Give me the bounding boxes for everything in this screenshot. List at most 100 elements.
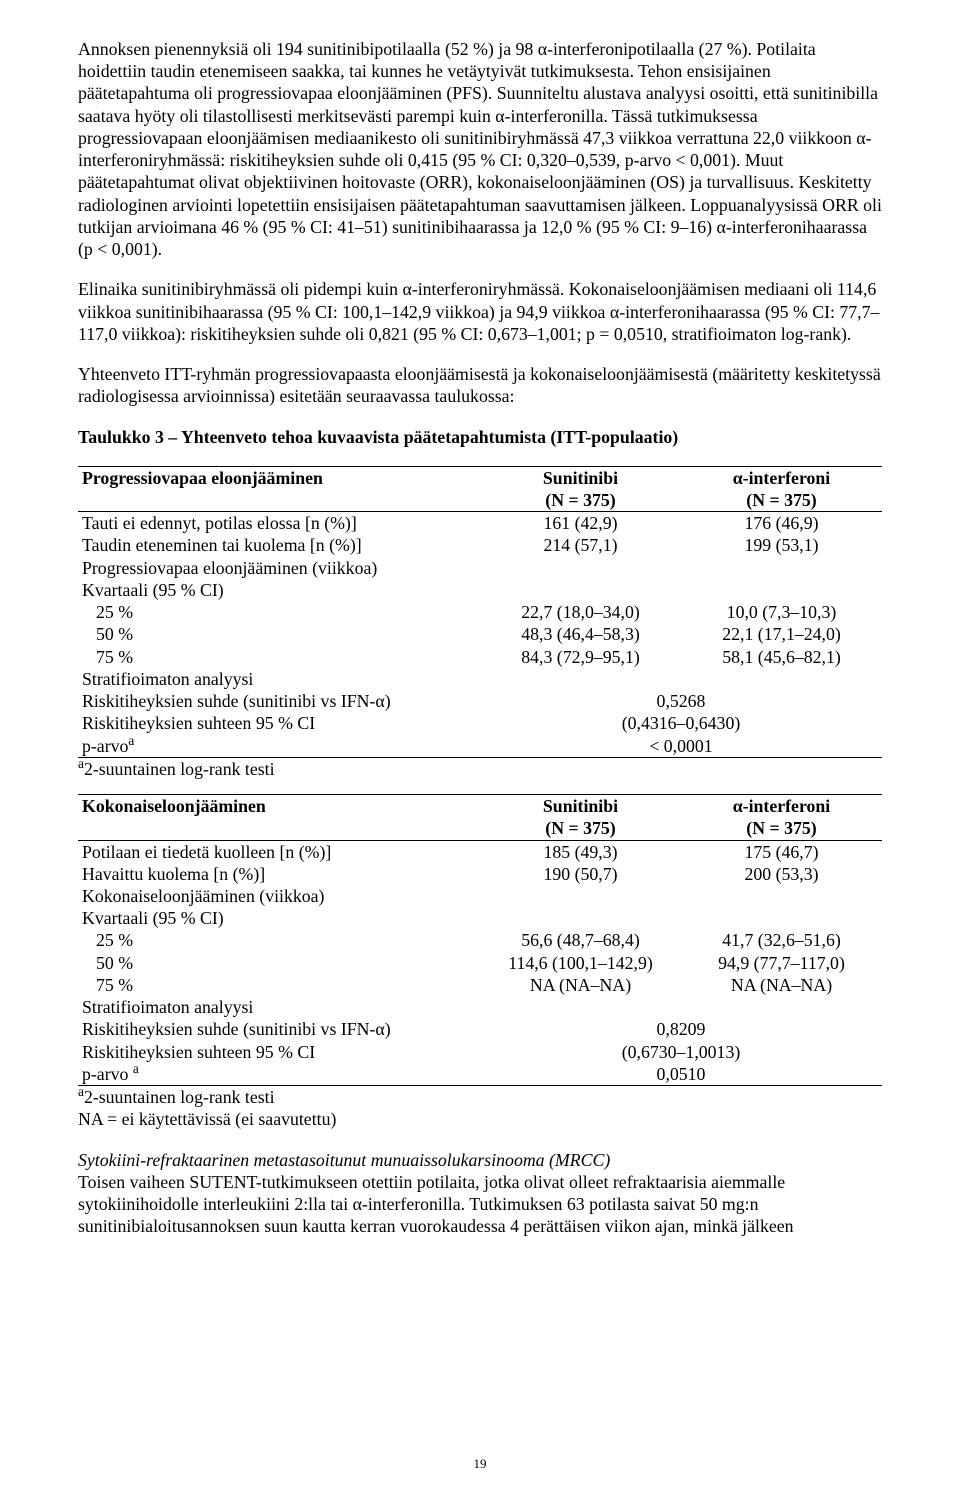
table-row: Tauti ei edennyt, potilas elossa [n (%)]… bbox=[78, 512, 882, 535]
cell-label: 50 % bbox=[78, 952, 480, 974]
label-text: p-arvo bbox=[82, 1064, 133, 1084]
cell-ifn: 41,7 (32,6–51,6) bbox=[681, 929, 882, 951]
cell-label: Riskitiheyksien suhde (sunitinibi vs IFN… bbox=[78, 690, 480, 712]
cell-sun bbox=[480, 996, 681, 1018]
table-row: Stratifioimaton analyysi bbox=[78, 668, 882, 690]
footnote-text: 2-suuntainen log-rank testi bbox=[84, 759, 275, 779]
table-footnote: a2-suuntainen log-rank testi bbox=[78, 1086, 882, 1108]
col-header-text: Sunitinibi bbox=[543, 796, 618, 816]
cell-sun: NA (NA–NA) bbox=[480, 974, 681, 996]
section-heading: Sytokiini-refraktaarinen metastasoitunut… bbox=[78, 1150, 610, 1170]
cell-sun bbox=[480, 907, 681, 929]
col-header-sunitinib: Sunitinibi (N = 375) bbox=[480, 466, 681, 511]
cell-label: Progressiovapaa eloonjääminen (viikkoa) bbox=[78, 557, 480, 579]
cell-label: Stratifioimaton analyysi bbox=[78, 668, 480, 690]
spacer bbox=[78, 780, 882, 794]
cell-label: Kokonaiseloonjääminen (viikkoa) bbox=[78, 885, 480, 907]
cell-span: 0,8209 bbox=[480, 1018, 882, 1040]
col-header-text: Sunitinibi bbox=[543, 468, 618, 488]
label-text: p-arvo bbox=[82, 736, 128, 756]
cell-label: Riskitiheyksien suhde (sunitinibi vs IFN… bbox=[78, 1018, 480, 1040]
cell-ifn bbox=[681, 907, 882, 929]
table-row: 25 % 22,7 (18,0–34,0) 10,0 (7,3–10,3) bbox=[78, 601, 882, 623]
table-row: Kokonaiseloonjääminen (viikkoa) bbox=[78, 885, 882, 907]
cell-label: 50 % bbox=[78, 623, 480, 645]
table-row: 50 % 48,3 (46,4–58,3) 22,1 (17,1–24,0) bbox=[78, 623, 882, 645]
cell-label: Havaittu kuolema [n (%)] bbox=[78, 863, 480, 885]
cell-label: 75 % bbox=[78, 646, 480, 668]
table-row: Havaittu kuolema [n (%)] 190 (50,7) 200 … bbox=[78, 863, 882, 885]
paragraph-1: Annoksen pienennyksiä oli 194 sunitinibi… bbox=[78, 38, 882, 260]
cell-ifn bbox=[681, 885, 882, 907]
table-row: Kokonaiseloonjääminen Sunitinibi (N = 37… bbox=[78, 795, 882, 840]
paragraph-4: Sytokiini-refraktaarinen metastasoitunut… bbox=[78, 1149, 882, 1238]
spacer bbox=[78, 1131, 882, 1149]
col-header-ifn: α-interferoni (N = 375) bbox=[681, 466, 882, 511]
table-row: Riskitiheyksien suhde (sunitinibi vs IFN… bbox=[78, 1018, 882, 1040]
table-row: Riskitiheyksien suhteen 95 % CI (0,4316–… bbox=[78, 712, 882, 734]
cell-label: 25 % bbox=[78, 601, 480, 623]
cell-label: Kvartaali (95 % CI) bbox=[78, 907, 480, 929]
cell-sun: 214 (57,1) bbox=[480, 534, 681, 556]
footnote-marker: a bbox=[128, 733, 134, 748]
cell-ifn: 199 (53,1) bbox=[681, 534, 882, 556]
col-header-sunitinib: Sunitinibi (N = 375) bbox=[480, 795, 681, 840]
cell-label: Taudin eteneminen tai kuolema [n (%)] bbox=[78, 534, 480, 556]
table-row: Potilaan ei tiedetä kuolleen [n (%)] 185… bbox=[78, 840, 882, 863]
col-header-label: Progressiovapaa eloonjääminen bbox=[78, 466, 480, 511]
cell-ifn bbox=[681, 579, 882, 601]
table-row: 50 % 114,6 (100,1–142,9) 94,9 (77,7–117,… bbox=[78, 952, 882, 974]
paragraph-2: Elinaika sunitinibiryhmässä oli pidempi … bbox=[78, 278, 882, 345]
cell-label: Stratifioimaton analyysi bbox=[78, 996, 480, 1018]
table-footnote: a2-suuntainen log-rank testi bbox=[78, 758, 882, 780]
table-row: p-arvoa < 0,0001 bbox=[78, 735, 882, 758]
cell-label: p-arvoa bbox=[78, 735, 480, 758]
cell-span: < 0,0001 bbox=[480, 735, 882, 758]
table-footnote: NA = ei käytettävissä (ei saavutettu) bbox=[78, 1108, 882, 1130]
table-title: Taulukko 3 – Yhteenveto tehoa kuvaavista… bbox=[78, 426, 882, 448]
cell-ifn: 10,0 (7,3–10,3) bbox=[681, 601, 882, 623]
cell-sun: 190 (50,7) bbox=[480, 863, 681, 885]
col-header-n: (N = 375) bbox=[746, 490, 816, 510]
cell-sun: 185 (49,3) bbox=[480, 840, 681, 863]
cell-sun: 56,6 (48,7–68,4) bbox=[480, 929, 681, 951]
table-row: Progressiovapaa eloonjääminen (viikkoa) bbox=[78, 557, 882, 579]
table-row: 75 % 84,3 (72,9–95,1) 58,1 (45,6–82,1) bbox=[78, 646, 882, 668]
cell-label: 75 % bbox=[78, 974, 480, 996]
cell-span: (0,6730–1,0013) bbox=[480, 1041, 882, 1063]
table-row: Kvartaali (95 % CI) bbox=[78, 579, 882, 601]
table-row: p-arvo a 0,0510 bbox=[78, 1063, 882, 1086]
cell-label: 25 % bbox=[78, 929, 480, 951]
cell-ifn: 175 (46,7) bbox=[681, 840, 882, 863]
footnote-text: 2-suuntainen log-rank testi bbox=[84, 1087, 275, 1107]
cell-span: 0,5268 bbox=[480, 690, 882, 712]
paragraph-4-body: Toisen vaiheen SUTENT-tutkimukseen otett… bbox=[78, 1172, 794, 1236]
col-header-n: (N = 375) bbox=[746, 818, 816, 838]
cell-ifn: 200 (53,3) bbox=[681, 863, 882, 885]
page-container: Annoksen pienennyksiä oli 194 sunitinibi… bbox=[0, 0, 960, 1490]
cell-ifn bbox=[681, 668, 882, 690]
cell-sun: 161 (42,9) bbox=[480, 512, 681, 535]
col-header-n: (N = 375) bbox=[545, 490, 615, 510]
cell-label: Potilaan ei tiedetä kuolleen [n (%)] bbox=[78, 840, 480, 863]
cell-sun: 114,6 (100,1–142,9) bbox=[480, 952, 681, 974]
table-row: 75 % NA (NA–NA) NA (NA–NA) bbox=[78, 974, 882, 996]
table-row: Taudin eteneminen tai kuolema [n (%)] 21… bbox=[78, 534, 882, 556]
cell-sun bbox=[480, 668, 681, 690]
col-header-ifn: α-interferoni (N = 375) bbox=[681, 795, 882, 840]
table-row: Riskitiheyksien suhteen 95 % CI (0,6730–… bbox=[78, 1041, 882, 1063]
table-row: 25 % 56,6 (48,7–68,4) 41,7 (32,6–51,6) bbox=[78, 929, 882, 951]
col-header-n: (N = 375) bbox=[545, 818, 615, 838]
cell-ifn: 94,9 (77,7–117,0) bbox=[681, 952, 882, 974]
table-row: Progressiovapaa eloonjääminen Sunitinibi… bbox=[78, 466, 882, 511]
cell-label: Tauti ei edennyt, potilas elossa [n (%)] bbox=[78, 512, 480, 535]
paragraph-3: Yhteenveto ITT-ryhmän progressiovapaasta… bbox=[78, 363, 882, 407]
page-number: 19 bbox=[0, 1456, 960, 1472]
cell-ifn: 58,1 (45,6–82,1) bbox=[681, 646, 882, 668]
table-row: Riskitiheyksien suhde (sunitinibi vs IFN… bbox=[78, 690, 882, 712]
cell-label: p-arvo a bbox=[78, 1063, 480, 1086]
cell-sun bbox=[480, 885, 681, 907]
cell-sun bbox=[480, 579, 681, 601]
cell-span: (0,4316–0,6430) bbox=[480, 712, 882, 734]
col-header-label: Kokonaiseloonjääminen bbox=[78, 795, 480, 840]
